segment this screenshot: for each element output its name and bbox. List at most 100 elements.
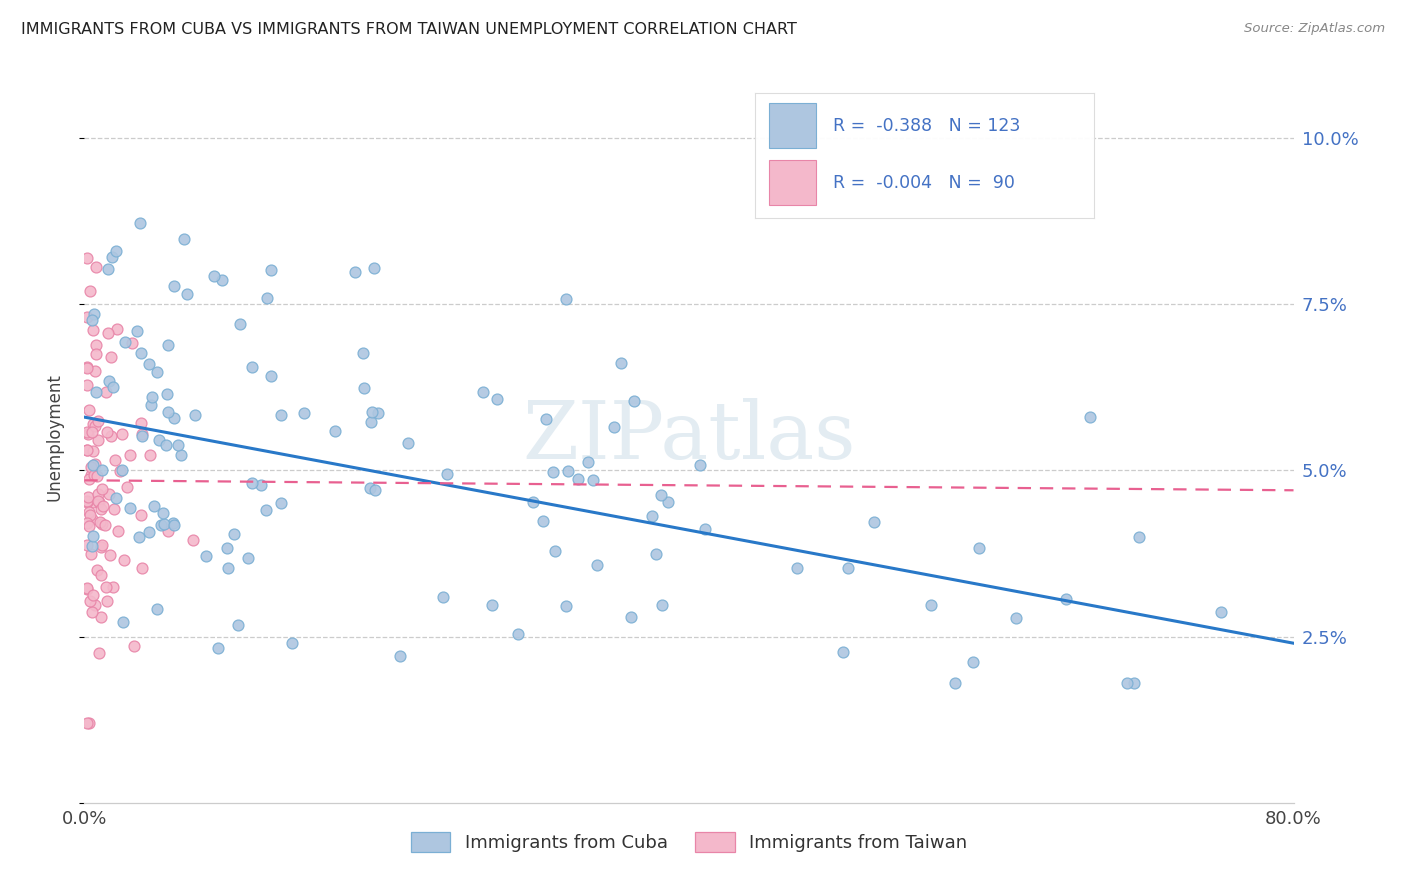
Point <box>97 326 120 340</box>
Point <box>396 435 419 450</box>
Point <box>344 265 367 279</box>
Point <box>432 591 454 605</box>
Point <box>82 529 104 543</box>
Point <box>650 488 672 502</box>
Point <box>176 286 198 301</box>
Point <box>76 377 98 392</box>
Point <box>534 411 557 425</box>
Point <box>531 514 554 528</box>
Point <box>962 656 984 670</box>
Point <box>211 273 233 287</box>
Point <box>557 464 579 478</box>
Point <box>138 357 160 371</box>
Point <box>544 544 567 558</box>
Point <box>90 610 112 624</box>
Point <box>96 580 118 594</box>
Point <box>107 524 129 538</box>
Point <box>967 541 990 556</box>
Point <box>138 524 160 539</box>
Point <box>156 524 179 538</box>
Point <box>555 293 578 307</box>
Point <box>76 360 98 375</box>
Point <box>129 216 152 230</box>
Point <box>567 472 589 486</box>
Point <box>131 426 153 441</box>
Point <box>104 453 127 467</box>
Point <box>89 515 111 529</box>
Point <box>143 499 166 513</box>
Point <box>76 427 98 442</box>
Point <box>79 284 101 298</box>
Point <box>215 541 238 555</box>
Point <box>76 490 98 504</box>
Point <box>146 365 169 379</box>
Point <box>90 538 112 552</box>
Point <box>87 414 110 428</box>
Point <box>389 648 412 663</box>
Point <box>146 601 169 615</box>
Point <box>195 549 218 564</box>
Point <box>98 487 121 501</box>
Point <box>101 580 124 594</box>
Point <box>76 425 98 439</box>
Y-axis label: Unemployment: Unemployment <box>45 373 63 501</box>
Point <box>87 495 110 509</box>
Point <box>1122 676 1144 690</box>
Point <box>292 406 315 420</box>
Point <box>139 448 162 462</box>
Point <box>254 502 277 516</box>
Point <box>1005 611 1028 625</box>
Point <box>1054 591 1077 606</box>
Point <box>522 495 544 509</box>
Point <box>76 310 98 325</box>
Point <box>77 472 100 486</box>
Point <box>84 347 107 361</box>
Point <box>76 582 98 596</box>
Point <box>83 467 105 482</box>
Point <box>129 416 152 430</box>
Point <box>118 448 141 462</box>
Point <box>94 518 117 533</box>
Point <box>157 404 180 418</box>
Point <box>80 459 103 474</box>
Point <box>82 425 104 440</box>
Point <box>83 307 105 321</box>
Point <box>651 598 673 612</box>
Point <box>139 398 162 412</box>
Point <box>125 324 148 338</box>
Point <box>152 507 174 521</box>
Point <box>76 251 98 265</box>
Point <box>181 533 204 547</box>
Point <box>1128 530 1150 544</box>
Point <box>90 502 112 516</box>
Point <box>80 547 103 561</box>
Point <box>80 539 103 553</box>
Point <box>86 468 108 483</box>
Point <box>250 478 273 492</box>
Point <box>105 322 128 336</box>
Point <box>129 346 152 360</box>
Point <box>121 335 143 350</box>
Point <box>862 515 884 529</box>
Point <box>79 519 101 533</box>
Point <box>79 403 101 417</box>
Point <box>217 560 239 574</box>
Point <box>603 420 626 434</box>
Point <box>105 244 128 258</box>
Point <box>1078 410 1101 425</box>
Point <box>270 409 292 423</box>
Point <box>163 411 186 425</box>
Point <box>80 313 103 327</box>
Point <box>118 501 141 516</box>
Point <box>91 482 114 496</box>
Point <box>486 392 509 406</box>
Point <box>270 496 292 510</box>
Point <box>361 405 384 419</box>
Point <box>163 518 186 533</box>
Point <box>240 476 263 491</box>
Point <box>79 508 101 522</box>
Point <box>87 646 110 660</box>
Text: IMMIGRANTS FROM CUBA VS IMMIGRANTS FROM TAIWAN UNEMPLOYMENT CORRELATION CHART: IMMIGRANTS FROM CUBA VS IMMIGRANTS FROM … <box>21 22 797 37</box>
Point <box>129 508 152 523</box>
Point <box>108 464 131 478</box>
